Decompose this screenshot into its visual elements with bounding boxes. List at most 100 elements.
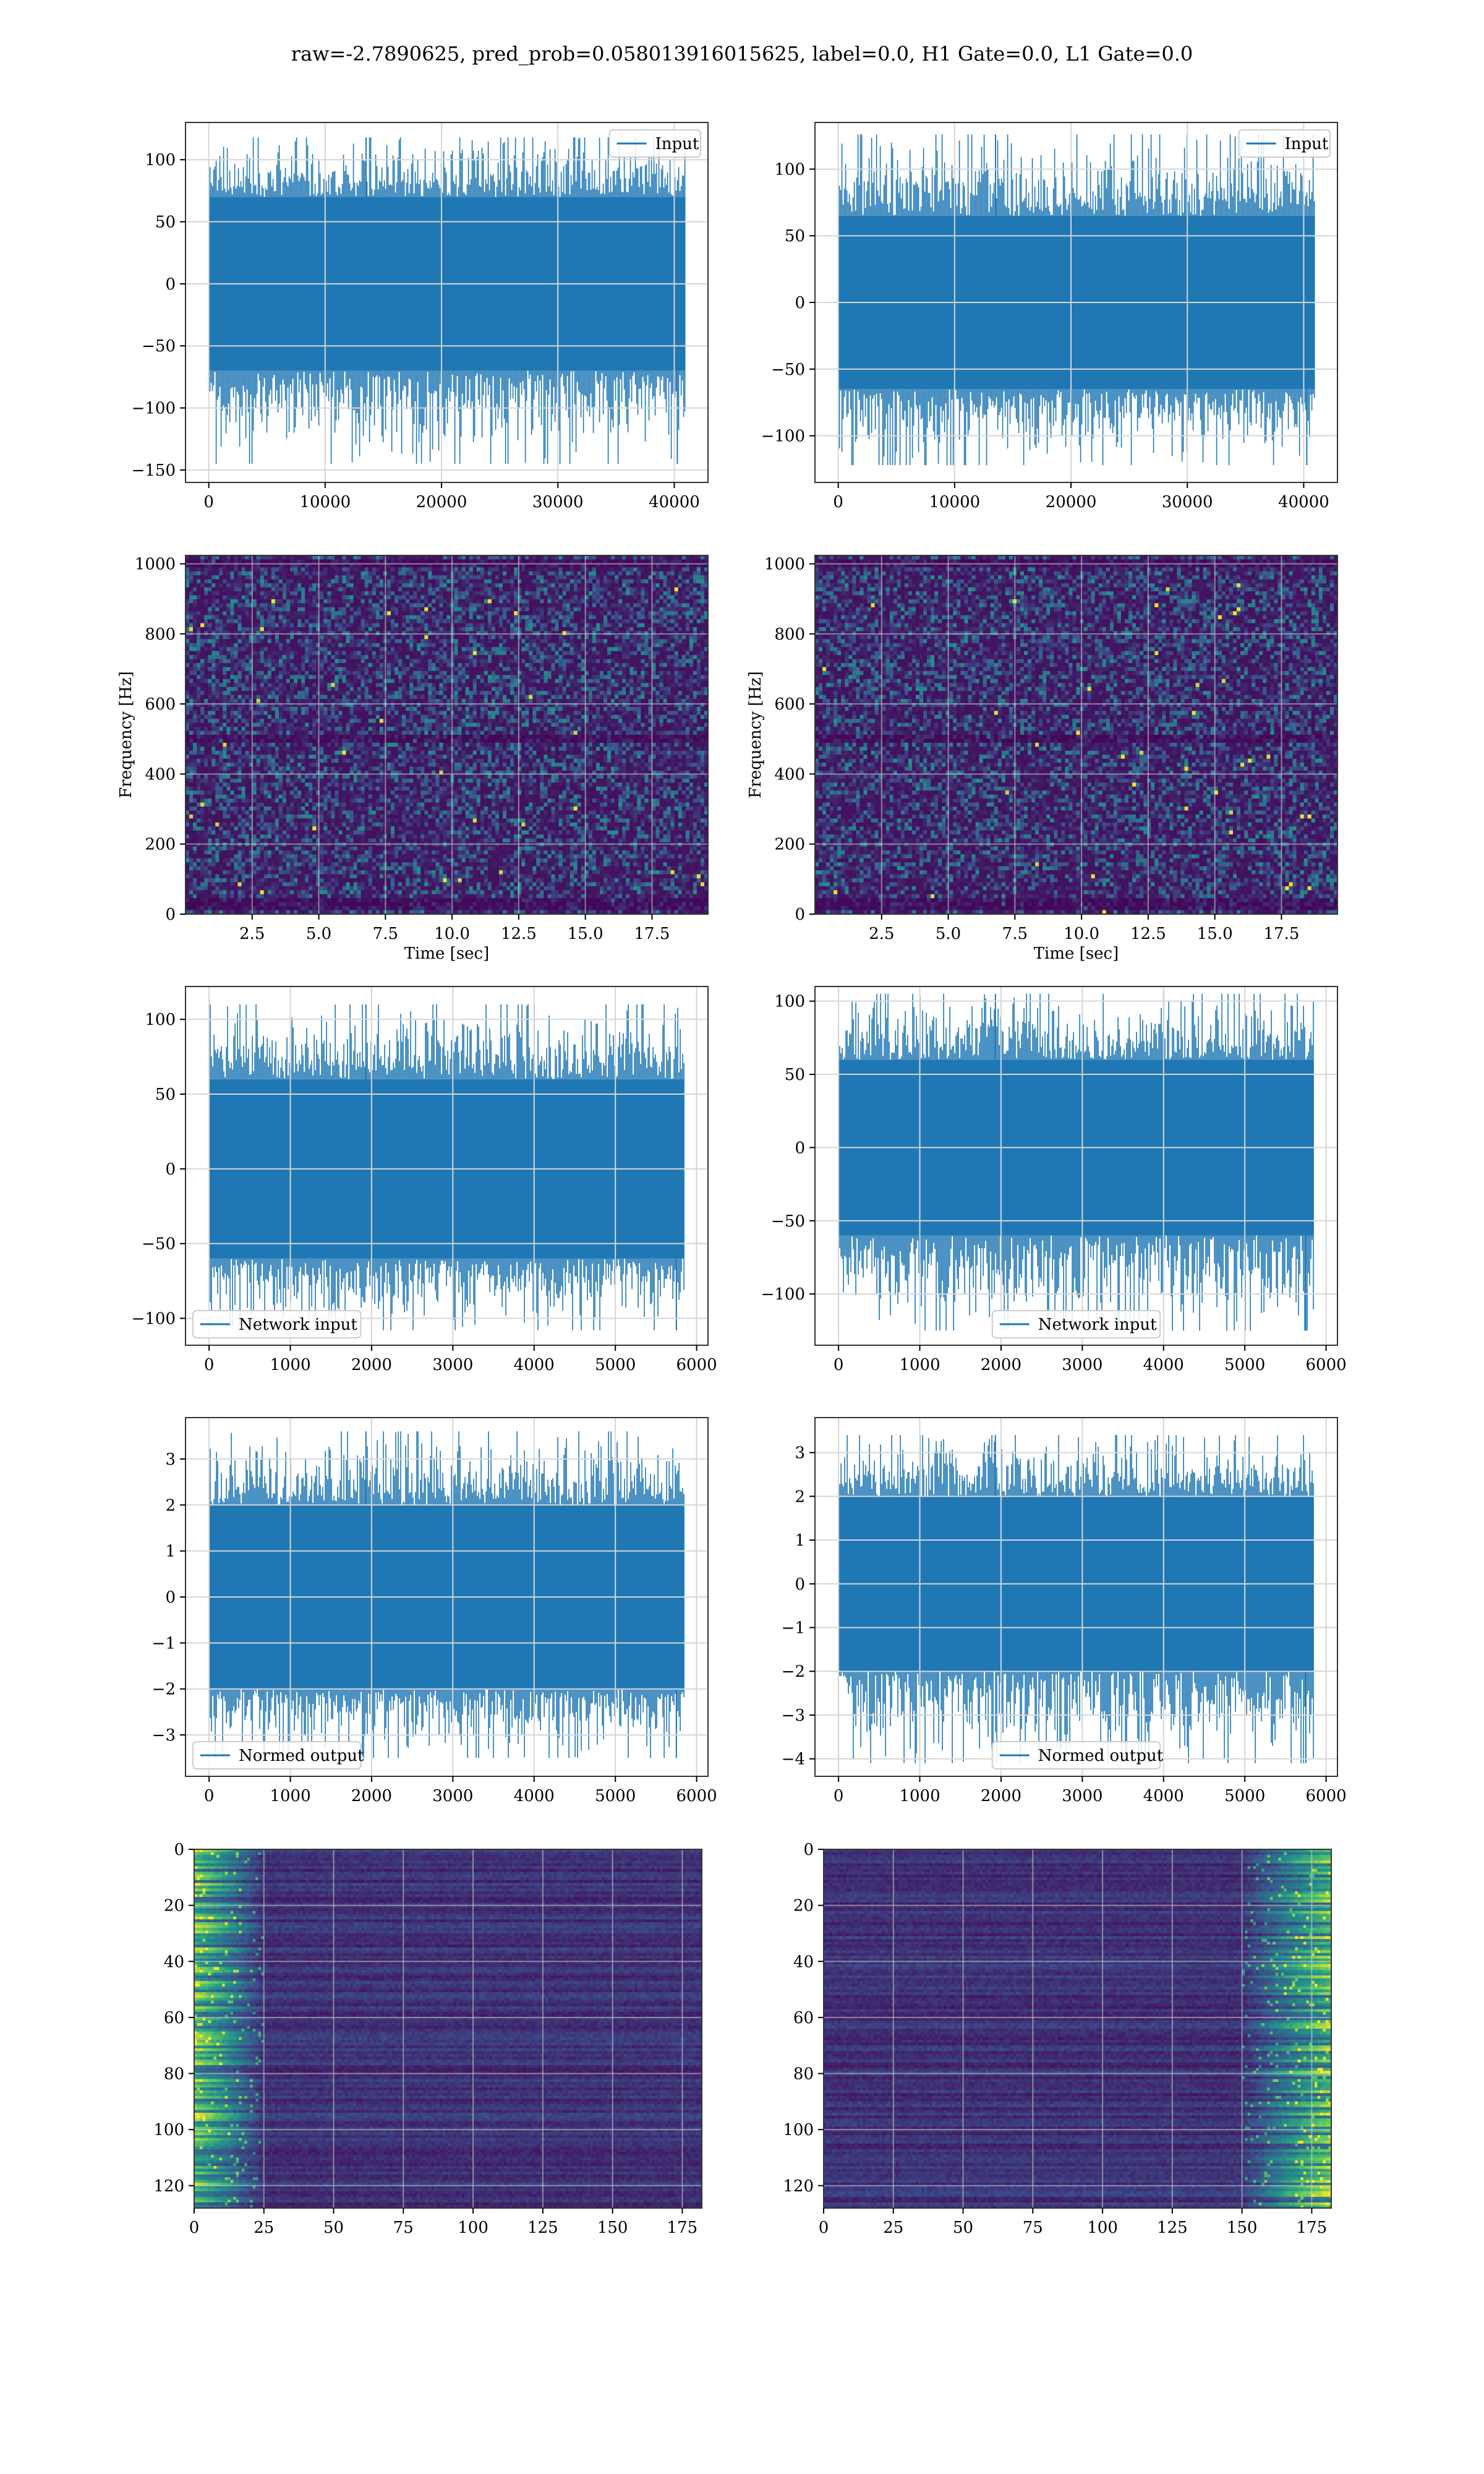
heat-cell [193, 599, 197, 604]
heat-cell [671, 591, 675, 596]
heat-cell [488, 583, 492, 588]
heat-cell [238, 575, 242, 580]
heat-cell [238, 615, 242, 620]
heat-cell [469, 555, 474, 560]
heat-cell [656, 603, 660, 607]
heat-cell [297, 580, 302, 584]
heat-cell [223, 588, 227, 592]
heat-cell [678, 583, 683, 588]
heat-cell [343, 583, 347, 588]
panel-input-h1: 0 10000 20000 30000 40000−150−100−50050100In… [132, 122, 708, 511]
heat-cell [435, 595, 440, 599]
heat-cell [626, 575, 630, 580]
heat-cell [540, 588, 544, 592]
heat-cell [432, 591, 436, 596]
heat-cell [376, 583, 380, 588]
heat-cell [626, 583, 630, 588]
heat-cell [338, 607, 343, 612]
heat-cell [578, 611, 582, 615]
heat-cell [372, 583, 377, 588]
heat-cell [200, 599, 205, 604]
heat-cell [200, 588, 205, 592]
heat-cell [312, 583, 317, 588]
heat-cell [559, 611, 563, 615]
heat-cell [391, 588, 395, 592]
heat-cell [473, 555, 477, 560]
heat-cell [286, 603, 291, 607]
heat-cell [279, 603, 283, 607]
heat-cell [469, 575, 474, 580]
heat-cell [622, 580, 626, 584]
heat-cell [596, 591, 600, 596]
heat-cell [581, 555, 586, 560]
heat-cell [245, 607, 250, 612]
heat-cell [563, 571, 567, 576]
heat-cell [596, 555, 600, 560]
heat-cell [238, 607, 242, 612]
heat-cell [660, 580, 664, 584]
heat-cell [417, 595, 421, 599]
heat-cell [211, 571, 216, 576]
heat-cell [357, 588, 362, 592]
heat-cell [578, 567, 582, 571]
heat-cell [574, 603, 578, 607]
x-tick-label: 40000 [649, 493, 700, 511]
heat-cell [521, 591, 526, 596]
heat-cell [197, 575, 201, 580]
heat-cell [350, 580, 354, 584]
heat-cell [525, 583, 529, 588]
heat-cell [488, 599, 492, 604]
heat-cell [547, 571, 552, 576]
heat-cell [439, 583, 443, 588]
heat-cell [354, 591, 358, 596]
heat-cell [417, 555, 421, 560]
heat-cell [581, 559, 586, 563]
heat-cell [297, 595, 302, 599]
heat-cell [592, 580, 597, 584]
heat-cell [394, 599, 399, 604]
heat-cell [260, 603, 265, 607]
heat-cell [398, 567, 403, 571]
heat-cell [223, 571, 227, 576]
heat-cell [215, 603, 220, 607]
heat-cell [271, 571, 276, 576]
heat-cell [391, 559, 395, 563]
heat-cell [689, 603, 694, 607]
heat-cell [260, 567, 265, 571]
heat-cell [294, 583, 298, 588]
heat-cell [294, 591, 298, 596]
heat-cell [697, 583, 701, 588]
heat-cell [271, 595, 276, 599]
heat-cell [350, 583, 354, 588]
heat-cell [372, 571, 377, 576]
heat-cell [466, 607, 470, 612]
heat-cell [697, 571, 701, 576]
heat-cell [633, 611, 638, 615]
heat-cell [376, 599, 380, 604]
heat-cell [357, 571, 362, 576]
heat-cell [301, 599, 305, 604]
heat-cell [260, 575, 265, 580]
heat-cell [443, 567, 447, 571]
heat-cell [226, 607, 231, 612]
heat-cell [600, 599, 604, 604]
heat-cell [570, 571, 574, 576]
heat-cell [495, 567, 500, 571]
heat-cell [544, 571, 548, 576]
heat-cell [454, 603, 459, 607]
heat-cell [365, 603, 369, 607]
heat-cell [693, 599, 697, 604]
heat-cell [406, 559, 410, 563]
heat-cell [376, 595, 380, 599]
heat-cell [357, 555, 362, 560]
heat-cell [189, 588, 194, 592]
heat-cell [506, 603, 511, 607]
heat-cell [574, 599, 578, 604]
heat-cell [510, 599, 514, 604]
heat-cell [637, 575, 641, 580]
heat-cell [641, 571, 645, 576]
heat-cell [346, 559, 351, 563]
heat-cell [413, 555, 417, 560]
heat-cell [473, 588, 477, 592]
heat-cell [398, 571, 403, 576]
